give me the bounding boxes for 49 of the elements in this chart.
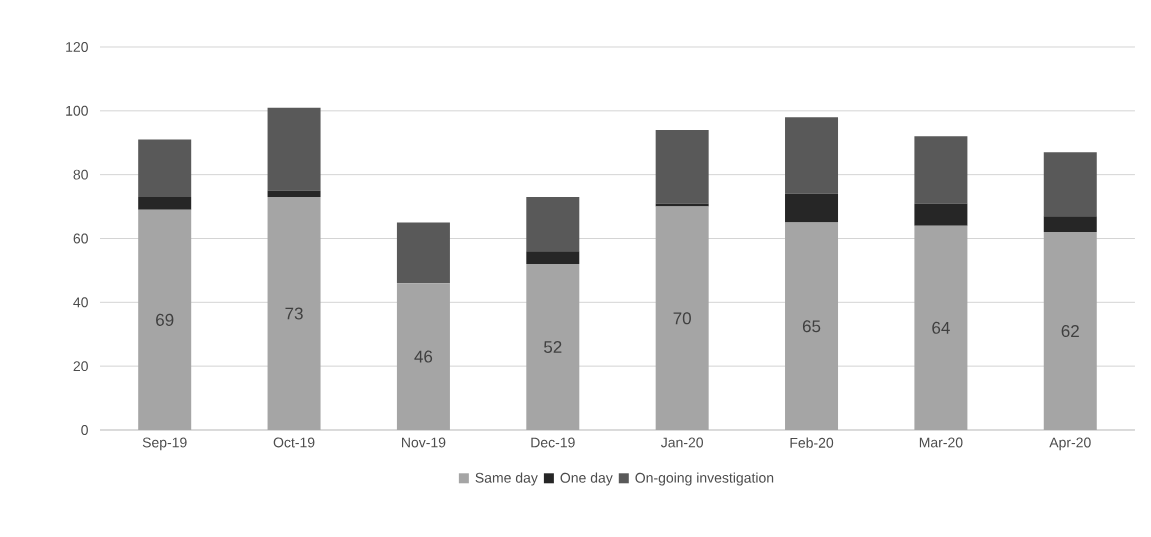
legend-label: One day	[560, 472, 613, 486]
bar	[914, 225, 968, 430]
x-tick-label: Apr-20	[1049, 437, 1091, 451]
bar	[1043, 152, 1097, 217]
data-label: 64	[932, 321, 950, 334]
bar	[914, 203, 968, 226]
bar	[1043, 232, 1097, 430]
legend-label: Same day	[475, 472, 538, 486]
bar	[267, 107, 321, 191]
bar	[785, 117, 839, 194]
data-label: 52	[544, 340, 562, 354]
x-tick-label: Mar-20	[919, 437, 963, 448]
legend-label: On-going investigation	[635, 472, 774, 486]
bar	[785, 222, 839, 430]
bar	[655, 203, 709, 207]
y-tick-label: 40	[73, 297, 88, 308]
bar	[138, 209, 192, 430]
bar	[138, 139, 192, 197]
y-tick-label: 0	[81, 425, 88, 435]
bar	[526, 196, 580, 252]
data-label: 65	[802, 320, 821, 333]
data-label: 69	[156, 313, 174, 326]
data-label: 73	[285, 307, 303, 320]
y-tick-label: 20	[73, 361, 88, 372]
bar	[526, 251, 580, 265]
bar	[396, 283, 450, 430]
y-tick-label: 60	[73, 233, 88, 244]
bar	[526, 264, 580, 430]
x-tick-label: Jan-20	[660, 437, 704, 448]
data-label: 70	[673, 312, 691, 325]
data-label: 46	[414, 350, 433, 363]
data-label: 62	[1061, 325, 1079, 338]
bar	[914, 136, 968, 204]
bar	[267, 196, 321, 430]
bar	[267, 190, 321, 197]
y-tick-label: 100	[66, 105, 88, 116]
bar	[138, 196, 192, 210]
y-tick-label: 80	[73, 169, 88, 180]
y-tick-label: 120	[66, 42, 88, 52]
bar	[785, 193, 839, 223]
x-tick-label: Dec-19	[531, 437, 575, 448]
bar	[655, 129, 709, 204]
bar	[1043, 216, 1097, 233]
bar	[655, 206, 709, 430]
bar	[396, 222, 450, 284]
x-tick-label: Feb-20	[790, 437, 834, 448]
x-tick-label: Nov-19	[402, 437, 446, 448]
x-tick-label: Sep-19	[142, 437, 187, 451]
x-tick-label: Oct-19	[273, 437, 315, 448]
